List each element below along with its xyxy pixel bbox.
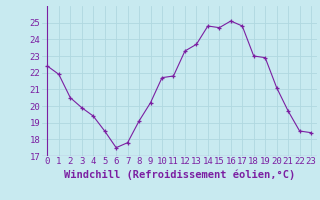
X-axis label: Windchill (Refroidissement éolien,°C): Windchill (Refroidissement éolien,°C) — [64, 169, 295, 180]
